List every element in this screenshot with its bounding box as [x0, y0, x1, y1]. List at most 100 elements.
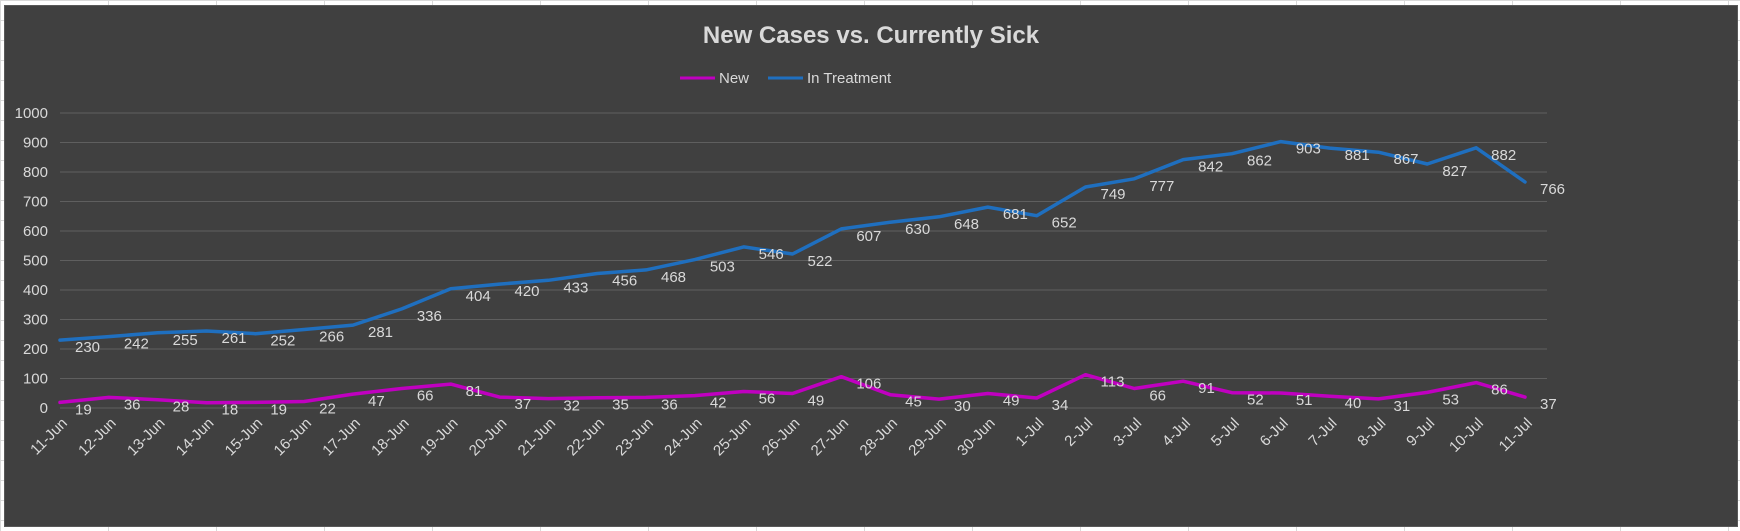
- x-tick-label: 6-Jul: [1257, 415, 1292, 450]
- data-label-new: 37: [1540, 396, 1557, 413]
- data-label-new: 49: [808, 393, 825, 410]
- x-tick-label: 23-Jun: [612, 415, 656, 459]
- data-label-in-treatment: 456: [612, 272, 637, 289]
- y-tick-label: 500: [23, 253, 48, 270]
- x-tick-label: 11-Jun: [27, 415, 71, 459]
- series-line-in-treatment: [58, 139, 1527, 342]
- x-tick-label: 4-Jul: [1159, 415, 1194, 450]
- x-tick-label: 1-Jul: [1012, 415, 1047, 450]
- x-tick-label: 11-Jul: [1496, 415, 1536, 455]
- data-label-new: 49: [1003, 393, 1020, 410]
- data-label-new: 53: [1442, 391, 1459, 408]
- data-label-in-treatment: 777: [1149, 178, 1174, 195]
- data-label-new: 51: [1296, 392, 1313, 409]
- data-label-in-treatment: 404: [466, 288, 491, 305]
- y-tick-label: 1000: [15, 105, 48, 122]
- legend-label-in-treatment: In Treatment: [807, 70, 892, 87]
- data-label-in-treatment: 766: [1540, 181, 1565, 198]
- data-label-new: 81: [466, 383, 483, 400]
- x-tick-label: 29-Jun: [905, 415, 949, 459]
- data-label-new: 86: [1491, 382, 1508, 399]
- x-tick-label: 5-Jul: [1208, 415, 1243, 450]
- data-label-new: 31: [1394, 398, 1411, 415]
- x-tick-label: 13-Jun: [124, 415, 168, 459]
- legend-label-new: New: [719, 70, 749, 87]
- chart-legend: New In Treatment: [680, 70, 892, 87]
- data-label-new: 36: [661, 396, 678, 413]
- x-tick-label: 8-Jul: [1354, 415, 1389, 450]
- data-label-in-treatment: 433: [563, 279, 588, 296]
- data-label-new: 52: [1247, 392, 1264, 409]
- line-chart: New Cases vs. Currently Sick New In Trea…: [15, 22, 1565, 459]
- data-label-in-treatment: 242: [124, 336, 149, 353]
- data-label-in-treatment: 261: [222, 330, 247, 347]
- x-tick-label: 20-Jun: [466, 415, 510, 459]
- series-line-new: [58, 372, 1527, 405]
- x-tick-label: 7-Jul: [1305, 415, 1340, 450]
- data-label-new: 42: [710, 395, 727, 412]
- y-tick-label: 800: [23, 164, 48, 181]
- y-tick-label: 600: [23, 223, 48, 240]
- x-tick-label: 22-Jun: [564, 415, 608, 459]
- data-label-new: 19: [270, 401, 287, 418]
- x-tick-label: 16-Jun: [271, 415, 315, 459]
- y-tick-label: 100: [23, 371, 48, 388]
- x-tick-label: 27-Jun: [808, 415, 852, 459]
- x-axis-labels: 11-Jun 12-Jun 13-Jun 14-Jun 15-Jun 16-Jun 17-J…: [27, 415, 1536, 459]
- data-label-new: 113: [1101, 374, 1125, 391]
- y-tick-label: 400: [23, 282, 48, 299]
- data-label-new: 66: [417, 388, 434, 405]
- data-label-in-treatment: 827: [1442, 163, 1467, 180]
- data-label-new: 37: [515, 396, 532, 413]
- x-tick-label: 10-Jul: [1446, 415, 1487, 456]
- x-tick-label: 25-Jun: [710, 415, 754, 459]
- x-tick-label: 9-Jul: [1403, 415, 1438, 450]
- y-tick-label: 300: [23, 312, 48, 329]
- data-label-in-treatment: 468: [661, 269, 686, 286]
- data-label-in-treatment: 503: [710, 259, 735, 276]
- data-label-new: 28: [173, 399, 190, 416]
- data-labels: 19 36 28 18 19 22 47 66 81 37 32 35 36 42 56 49 106 45 30 4…: [75, 141, 1565, 419]
- data-label-in-treatment: 652: [1052, 215, 1077, 232]
- x-tick-label: 15-Jun: [222, 415, 266, 459]
- data-label-new: 91: [1198, 380, 1215, 397]
- data-label-in-treatment: 881: [1345, 147, 1370, 164]
- data-label-new: 32: [563, 398, 580, 415]
- x-tick-label: 24-Jun: [661, 415, 705, 459]
- data-label-in-treatment: 252: [270, 333, 295, 350]
- chart-area[interactable]: New Cases vs. Currently Sick New In Trea…: [4, 5, 1738, 527]
- data-label-in-treatment: 862: [1247, 153, 1272, 170]
- data-label-in-treatment: 281: [368, 324, 393, 341]
- data-label-new: 30: [954, 398, 971, 415]
- data-label-in-treatment: 681: [1003, 206, 1028, 223]
- data-label-new: 36: [124, 396, 141, 413]
- data-label-new: 56: [759, 390, 776, 407]
- y-tick-label: 900: [23, 135, 48, 152]
- data-label-in-treatment: 522: [808, 253, 833, 270]
- y-tick-label: 0: [40, 400, 48, 417]
- data-label-in-treatment: 630: [905, 221, 930, 238]
- x-tick-label: 28-Jun: [857, 415, 901, 459]
- y-tick-label: 200: [23, 341, 48, 358]
- data-label-in-treatment: 882: [1491, 147, 1516, 164]
- data-label-new: 40: [1345, 395, 1362, 412]
- x-tick-label: 14-Jun: [173, 415, 217, 459]
- data-label-new: 35: [612, 397, 629, 414]
- data-label-new: 45: [905, 394, 922, 411]
- x-tick-label: 21-Jun: [515, 415, 559, 459]
- data-label-in-treatment: 749: [1101, 186, 1126, 203]
- x-tick-label: 2-Jul: [1061, 415, 1096, 450]
- data-label-in-treatment: 546: [759, 246, 784, 263]
- y-tick-label: 700: [23, 194, 48, 211]
- data-label-in-treatment: 607: [856, 228, 881, 245]
- data-label-in-treatment: 903: [1296, 141, 1321, 158]
- data-label-in-treatment: 230: [75, 339, 100, 356]
- data-label-in-treatment: 420: [515, 283, 540, 300]
- data-label-new: 19: [75, 401, 92, 418]
- y-axis-labels: 0 100 200 300 400 500 600 700 800 900 1000: [15, 105, 48, 417]
- x-tick-label: 30-Jun: [954, 415, 998, 459]
- data-label-new: 66: [1149, 388, 1166, 405]
- data-label-new: 22: [319, 401, 336, 418]
- data-label-in-treatment: 648: [954, 216, 979, 233]
- data-label-new: 106: [856, 376, 881, 393]
